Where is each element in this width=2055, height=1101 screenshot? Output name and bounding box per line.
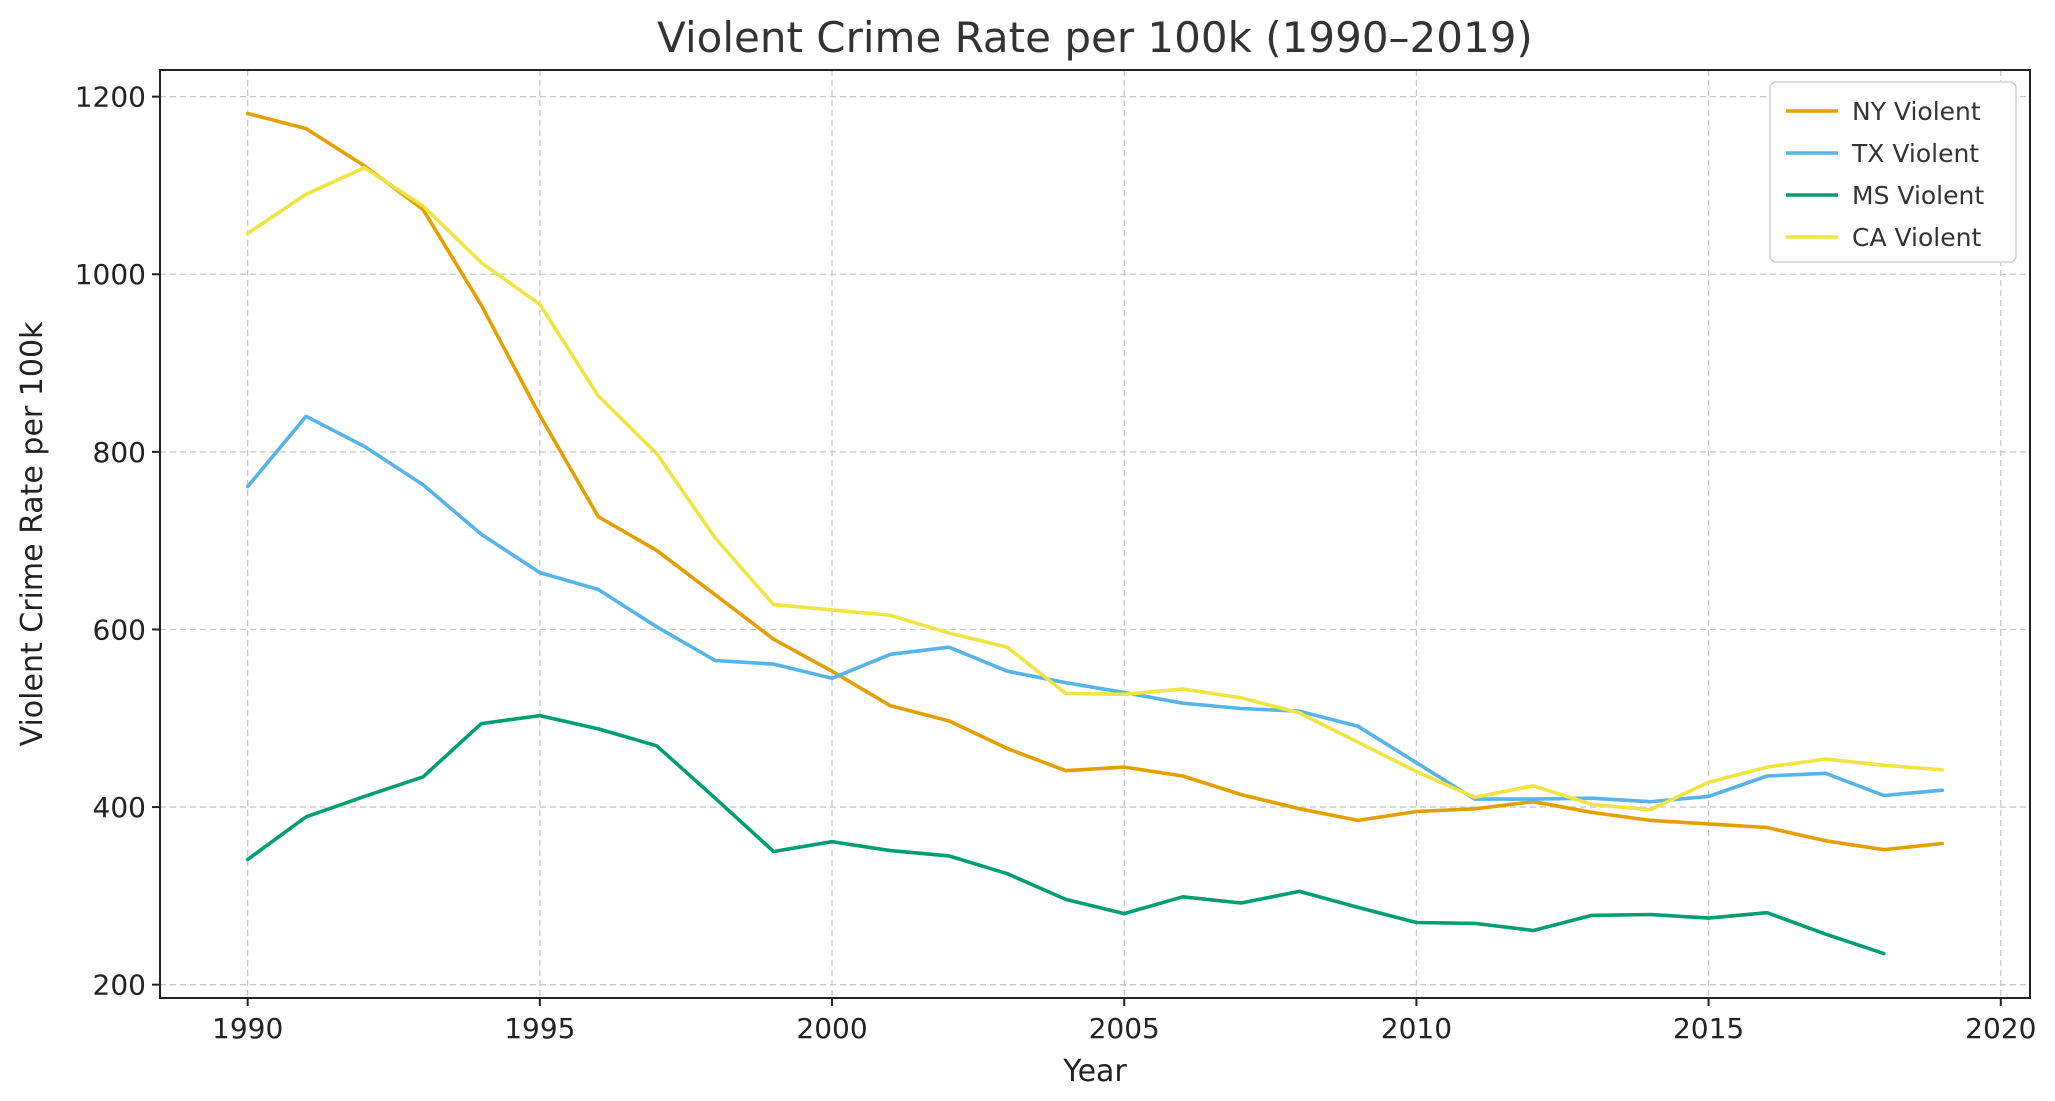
- x-tick-label: 2000: [796, 1012, 867, 1045]
- grid-lines: [160, 70, 2030, 998]
- legend-label-ny-violent: NY Violent: [1852, 97, 1981, 126]
- plot-frame: [159, 69, 2031, 999]
- series-line-tx-violent: [245, 414, 1945, 804]
- chart-title: Violent Crime Rate per 100k (1990–2019): [657, 13, 1533, 62]
- y-tick-label: 600: [93, 613, 146, 646]
- legend: NY Violent TX Violent MS Violent CA Violent: [1769, 81, 2017, 263]
- legend-label-tx-violent: TX Violent: [1851, 139, 1979, 168]
- x-tick-label: 2010: [1381, 1012, 1452, 1045]
- x-tick-label: 1990: [212, 1012, 283, 1045]
- series-line-ca-violent: [245, 165, 1945, 812]
- x-tick-label: 2015: [1673, 1012, 1744, 1045]
- x-tick-label: 2020: [1965, 1012, 2036, 1045]
- axes: [159, 69, 2031, 999]
- series-line-ny-violent: [245, 111, 1945, 852]
- ticks: 1990 1995 2000 2005 2010 2015 2020 200 400 600 800…: [75, 81, 2037, 1045]
- legend-label-ms-violent: MS Violent: [1852, 181, 1984, 210]
- x-axis-label: Year: [1062, 1054, 1127, 1089]
- x-tick-label: 2005: [1089, 1012, 1160, 1045]
- y-axis-label: Violent Crime Rate per 100k: [15, 321, 50, 746]
- series-line-ms-violent: [245, 713, 1886, 956]
- y-tick-label: 200: [93, 969, 146, 1002]
- y-tick-label: 1000: [75, 258, 146, 291]
- y-tick-label: 400: [93, 791, 146, 824]
- y-tick-label: 1200: [75, 81, 146, 114]
- legend-box: [1769, 81, 2017, 263]
- x-tick-label: 1995: [504, 1012, 575, 1045]
- series-lines: [245, 111, 1945, 956]
- legend-label-ca-violent: CA Violent: [1852, 223, 1981, 252]
- y-tick-label: 800: [93, 436, 146, 469]
